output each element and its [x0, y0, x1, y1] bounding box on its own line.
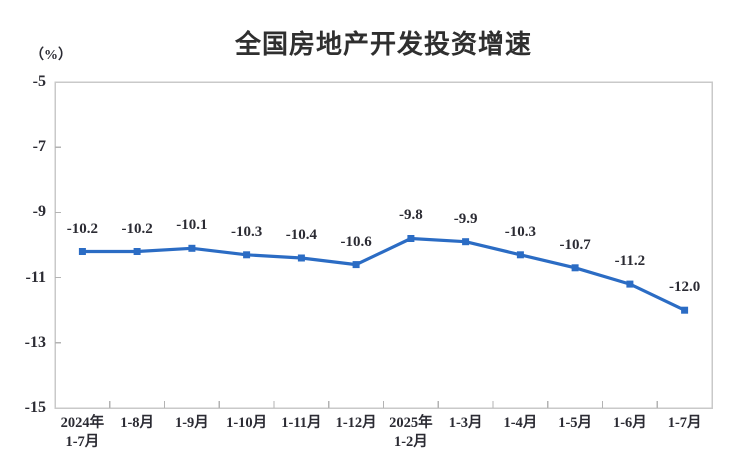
x-tick-label: 1-5月 [558, 415, 593, 431]
series-line [80, 236, 687, 312]
data-point-marker [78, 248, 86, 255]
data-point-label: -10.3 [504, 223, 536, 240]
data-point-label: -10.2 [66, 220, 98, 237]
data-point-marker [626, 280, 634, 288]
data-point-marker [352, 261, 360, 269]
x-tick-label: 1-3月 [448, 415, 483, 431]
y-tick-label: -13 [24, 333, 46, 351]
data-point-label: -11.2 [614, 253, 646, 270]
y-tick-label: -11 [25, 268, 46, 286]
data-point-label: -10.1 [176, 217, 208, 234]
data-point-marker [571, 264, 579, 272]
x-tick-label: 1-8月 [120, 415, 155, 431]
x-tick-label: 1-7月 [667, 415, 702, 431]
data-point-label: -12.0 [669, 279, 701, 296]
data-point-label: -9.8 [399, 207, 423, 224]
x-tick-label: 1-12月 [335, 415, 377, 431]
data-point-label: -10.7 [559, 236, 591, 253]
x-tick-label: 1-10月 [226, 415, 268, 431]
x-tick-label: 2024年 1-7月 [60, 415, 105, 450]
x-tick-label: 1-11月 [281, 415, 322, 431]
y-tick-label: -7 [32, 138, 46, 156]
data-point-label: -10.2 [121, 220, 153, 237]
data-point-label: -10.3 [231, 223, 263, 240]
data-point-marker [462, 238, 470, 246]
data-point-marker [243, 251, 251, 259]
data-point-marker [133, 248, 141, 255]
x-tick-label: 1-4月 [503, 415, 538, 431]
y-tick-label: -9 [32, 203, 46, 221]
data-point-label: -9.9 [453, 210, 478, 227]
plot-border [54, 81, 713, 409]
x-tick-label: 2025年 1-2月 [389, 415, 433, 450]
x-tick-label: 1-6月 [612, 415, 647, 431]
data-point-label: -10.6 [340, 233, 372, 250]
y-tick-label: -5 [32, 73, 46, 90]
data-point-marker [188, 244, 196, 252]
y-tick-label: -15 [24, 399, 46, 416]
y-axis-unit-label: （%） [30, 48, 72, 63]
data-point-marker [516, 251, 524, 259]
x-tick-label: 1-9月 [174, 415, 209, 431]
data-point-label: -10.4 [285, 227, 317, 244]
chart-title: 全国房地产开发投资增速 [234, 29, 532, 59]
data-point-marker [681, 306, 689, 314]
data-point-marker [407, 235, 415, 242]
data-point-marker [297, 254, 305, 262]
